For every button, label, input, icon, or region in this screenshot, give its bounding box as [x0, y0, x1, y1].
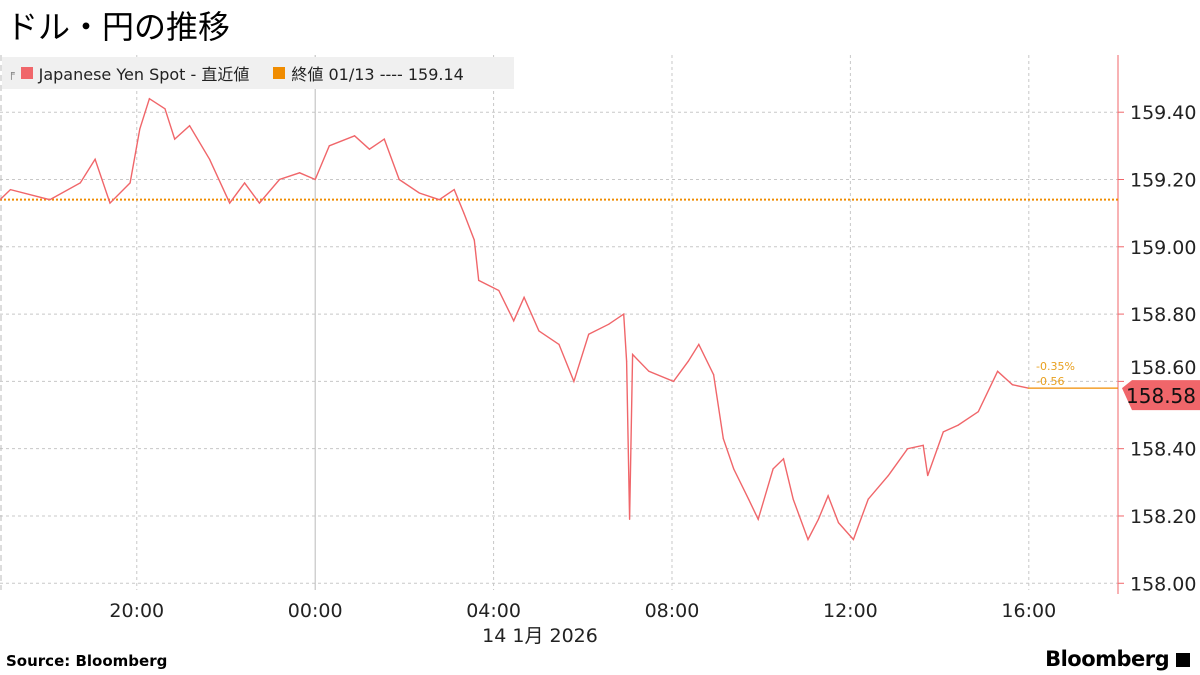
data-point [383, 138, 385, 140]
data-point [398, 178, 400, 181]
data-point [418, 192, 420, 194]
data-point [368, 148, 371, 150]
data-point [887, 474, 889, 477]
data-point [942, 431, 944, 433]
data-point [558, 343, 560, 345]
last-value-label: 158.58 [1126, 384, 1196, 408]
data-point [747, 498, 750, 500]
data-point [298, 172, 301, 174]
x-date-label: 14 1月 2026 [482, 625, 598, 645]
legend-label-spot: Japanese Yen Spot - 直近値 [38, 65, 250, 84]
data-point [588, 333, 590, 335]
data-point [827, 495, 829, 497]
data-point [538, 330, 540, 332]
source-note: Source: Bloomberg [6, 652, 168, 670]
data-point [1011, 384, 1014, 386]
data-point [687, 360, 689, 362]
data-point [278, 178, 281, 181]
chart-marker-icon[interactable]: ╒ [8, 66, 15, 80]
data-point [473, 239, 475, 241]
data-point [957, 424, 959, 426]
data-point [453, 188, 455, 191]
data-point [757, 518, 759, 520]
data-point [9, 188, 12, 191]
data-point [498, 289, 500, 292]
data-point [258, 202, 261, 204]
y-tick-label: 159.40 [1130, 102, 1196, 124]
last-value-tag [1122, 380, 1200, 411]
data-point [79, 182, 81, 184]
data-point [463, 212, 465, 214]
data-point [698, 343, 700, 345]
x-tick-label: 08:00 [645, 600, 700, 622]
data-point [996, 370, 999, 372]
data-point [129, 182, 131, 184]
y-tick-label: 159.20 [1130, 169, 1196, 191]
data-point [927, 474, 929, 477]
data-point [229, 202, 231, 204]
data-point [631, 353, 634, 356]
data-point [139, 128, 141, 130]
data-point [523, 296, 525, 298]
data-point [174, 138, 176, 140]
data-point [353, 135, 356, 137]
legend-swatch-close [273, 67, 286, 79]
data-point [722, 437, 724, 440]
x-tick-label: 12:00 [823, 600, 878, 622]
x-tick-label: 16:00 [1001, 600, 1056, 622]
data-point [188, 125, 191, 127]
data-point [907, 448, 909, 450]
legend-swatch-spot [20, 67, 33, 79]
data-point [629, 518, 631, 520]
change-label: -0.56 [1036, 375, 1064, 388]
y-tick-label: 158.40 [1130, 439, 1196, 461]
data-point [922, 444, 924, 446]
data-point [148, 98, 151, 100]
x-tick-label: 20:00 [109, 600, 164, 622]
y-tick-label: 158.00 [1130, 573, 1196, 595]
data-point [648, 370, 650, 372]
data-point [478, 279, 480, 282]
data-point [672, 380, 675, 382]
bloomberg-logo: Bloomberg [1045, 647, 1190, 671]
x-tick-label: 00:00 [288, 600, 343, 622]
data-point [807, 538, 809, 541]
data-point [623, 313, 625, 315]
data-point [977, 411, 979, 413]
series-line-yen-spot [0, 97, 1029, 542]
data-point [109, 202, 111, 204]
y-tick-label: 159.00 [1130, 237, 1196, 259]
data-point [49, 199, 51, 201]
data-point [626, 360, 628, 362]
data-point [314, 178, 316, 181]
change-pct-label: -0.35% [1036, 360, 1075, 373]
data-point [513, 320, 515, 322]
data-point [817, 518, 820, 520]
data-point [852, 538, 854, 541]
data-point [0, 199, 1, 201]
legend: ╒ Japanese Yen Spot - 直近値 終値 01/13 ---- … [2, 57, 514, 89]
x-tick-label: 04:00 [466, 600, 521, 622]
legend-label-close: 終値 01/13 ---- 159.14 [291, 65, 464, 84]
y-tick-label: 158.20 [1130, 506, 1196, 528]
data-point [782, 458, 785, 460]
chart-title: ドル・円の推移 [6, 8, 231, 46]
data-point [867, 498, 869, 500]
data-point [772, 468, 774, 470]
data-point [94, 158, 96, 160]
data-point [328, 145, 330, 147]
data-point [438, 199, 440, 201]
data-point [243, 182, 246, 184]
data-point [209, 158, 211, 160]
data-point [573, 380, 575, 382]
data-point [733, 468, 735, 470]
data-point [713, 374, 715, 376]
line-chart: 158.00 158.20 158.40 158.60 158.80 159.00 159.… [0, 55, 1200, 645]
data-point [608, 323, 610, 325]
y-tick-label: 158.60 [1130, 357, 1196, 379]
y-tick-label: 158.80 [1130, 304, 1196, 326]
data-point [164, 108, 166, 110]
data-point [837, 522, 840, 524]
data-point [792, 498, 794, 500]
